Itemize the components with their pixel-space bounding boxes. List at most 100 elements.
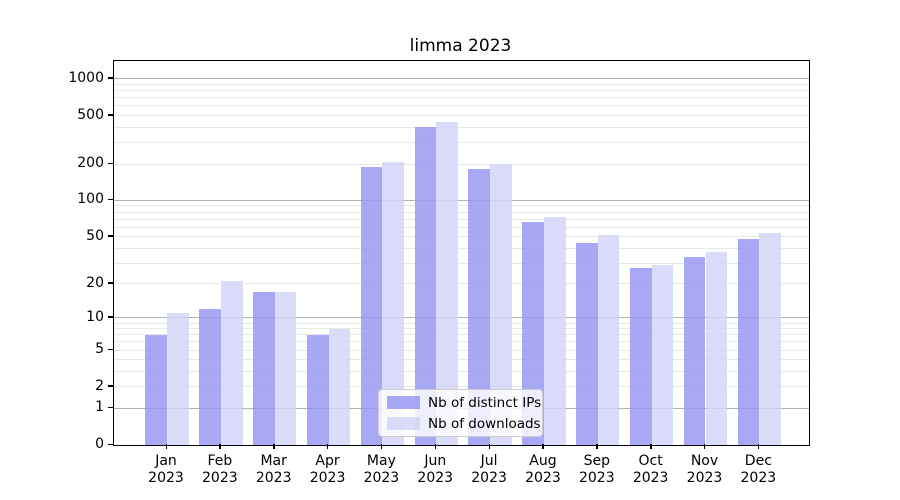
gridline-5 [114, 349, 809, 351]
x-tick-mark-jul-2023 [488, 444, 490, 449]
x-tick-mark-sep-2023 [596, 444, 598, 449]
gridline-7 [114, 334, 809, 336]
x-tick-label-mar-2023: Mar 2023 [255, 453, 292, 486]
bar-nb-of-distinct-ips-apr-2023 [306, 334, 329, 445]
bar-nb-of-downloads-may-2023 [382, 162, 405, 445]
gridline-50 [114, 236, 809, 238]
gridline-3 [114, 371, 809, 373]
bar-nb-of-distinct-ips-feb-2023 [199, 309, 221, 445]
x-tick-mark-jun-2023 [434, 444, 437, 449]
y-tick-mark-20 [108, 282, 113, 284]
y-tick-mark-500 [108, 114, 113, 116]
legend: Nb of distinct IPs Nb of downloads [378, 389, 543, 437]
gridline-300 [114, 142, 809, 144]
gridline-40 [114, 247, 809, 249]
bar-nb-of-downloads-aug-2023 [543, 216, 566, 445]
x-tick-mark-may-2023 [380, 444, 383, 449]
y-tick-label-20: 20 [86, 274, 104, 291]
gridline-6 [114, 341, 809, 343]
bar-nb-of-distinct-ips-jul-2023 [468, 168, 491, 445]
y-tick-mark-2 [108, 385, 113, 387]
y-tick-mark-100 [108, 198, 113, 201]
y-tick-mark-200 [108, 162, 113, 164]
gridline-100 [114, 199, 809, 201]
y-tick-label-500: 500 [77, 106, 104, 123]
x-tick-mark-aug-2023 [542, 444, 544, 449]
gridline-10 [114, 317, 809, 319]
x-tick-mark-oct-2023 [650, 444, 652, 449]
bar-nb-of-downloads-jan-2023 [167, 313, 189, 445]
y-tick-mark-10 [108, 316, 113, 318]
legend-label-downloads: Nb of downloads [428, 415, 541, 432]
gridline-600 [114, 105, 809, 107]
y-tick-mark-50 [108, 235, 113, 237]
x-tick-label-sep-2023: Sep 2023 [578, 453, 615, 486]
x-tick-label-aug-2023: Aug 2023 [525, 453, 561, 486]
x-tick-label-jun-2023: Jun 2023 [417, 453, 454, 486]
gridline-800 [114, 90, 809, 92]
bar-nb-of-downloads-apr-2023 [328, 328, 351, 445]
bar-nb-of-distinct-ips-may-2023 [360, 166, 383, 445]
gridline-20 [114, 283, 809, 285]
bar-nb-of-downloads-feb-2023 [220, 281, 243, 445]
legend-label-distinct-ips: Nb of distinct IPs [428, 394, 542, 411]
bar-nb-of-downloads-oct-2023 [651, 264, 674, 445]
y-tick-label-1000: 1000 [68, 69, 104, 86]
x-tick-label-apr-2023: Apr 2023 [309, 453, 346, 486]
bar-nb-of-downloads-jul-2023 [490, 164, 512, 445]
bar-nb-of-downloads-mar-2023 [274, 291, 297, 445]
x-tick-label-jul-2023: Jul 2023 [471, 453, 507, 486]
x-tick-label-nov-2023: Nov 2023 [686, 453, 723, 486]
gridline-4 [114, 359, 809, 361]
x-tick-label-feb-2023: Feb 2023 [202, 453, 238, 486]
x-tick-mark-nov-2023 [704, 444, 706, 449]
x-tick-label-may-2023: May 2023 [363, 453, 400, 486]
x-tick-mark-feb-2023 [219, 444, 221, 449]
bar-nb-of-downloads-jun-2023 [436, 121, 458, 445]
bar-nb-of-distinct-ips-jun-2023 [414, 126, 437, 445]
y-tick-label-2: 2 [95, 377, 104, 394]
x-tick-mark-jan-2023 [165, 444, 167, 449]
gridline-500 [114, 115, 809, 117]
gridline-1000 [114, 78, 809, 80]
gridline-30 [114, 262, 809, 264]
gridline-90 [114, 205, 809, 207]
gridline-700 [114, 97, 809, 99]
legend-item-distinct-ips: Nb of distinct IPs [379, 395, 542, 411]
legend-swatch-downloads [387, 417, 420, 430]
bar-nb-of-distinct-ips-oct-2023 [629, 268, 652, 445]
y-tick-label-1: 1 [95, 399, 104, 416]
y-tick-label-5: 5 [95, 341, 104, 358]
legend-item-downloads: Nb of downloads [379, 416, 542, 432]
y-tick-label-10: 10 [86, 308, 104, 325]
y-tick-label-100: 100 [77, 191, 104, 208]
gridline-60 [114, 226, 809, 228]
gridline-8 [114, 328, 809, 330]
x-tick-label-jan-2023: Jan 2023 [148, 453, 184, 486]
x-tick-mark-dec-2023 [757, 444, 760, 449]
y-tick-label-0: 0 [95, 436, 104, 452]
bar-nb-of-downloads-nov-2023 [705, 252, 728, 445]
gridline-70 [114, 218, 809, 220]
y-tick-mark-0 [108, 443, 113, 445]
chart-title: limma 2023 [409, 36, 512, 56]
bar-nb-of-distinct-ips-dec-2023 [737, 238, 760, 445]
y-tick-label-50: 50 [86, 227, 104, 244]
y-tick-mark-1000 [108, 77, 113, 79]
gridline-9 [114, 322, 809, 324]
bar-nb-of-distinct-ips-nov-2023 [683, 256, 706, 445]
legend-swatch-distinct-ips [387, 396, 420, 409]
x-tick-label-dec-2023: Dec 2023 [740, 453, 777, 486]
gridline-80 [114, 211, 809, 213]
x-tick-mark-mar-2023 [273, 444, 275, 449]
bar-nb-of-downloads-sep-2023 [597, 234, 620, 445]
bar-nb-of-distinct-ips-sep-2023 [576, 243, 598, 445]
bar-nb-of-downloads-dec-2023 [759, 232, 782, 445]
gridline-200 [114, 163, 809, 165]
gridline-400 [114, 126, 809, 128]
gridline-2 [114, 386, 809, 388]
y-tick-mark-1 [108, 406, 113, 409]
x-tick-label-oct-2023: Oct 2023 [632, 453, 669, 486]
bar-nb-of-distinct-ips-jan-2023 [145, 334, 167, 445]
